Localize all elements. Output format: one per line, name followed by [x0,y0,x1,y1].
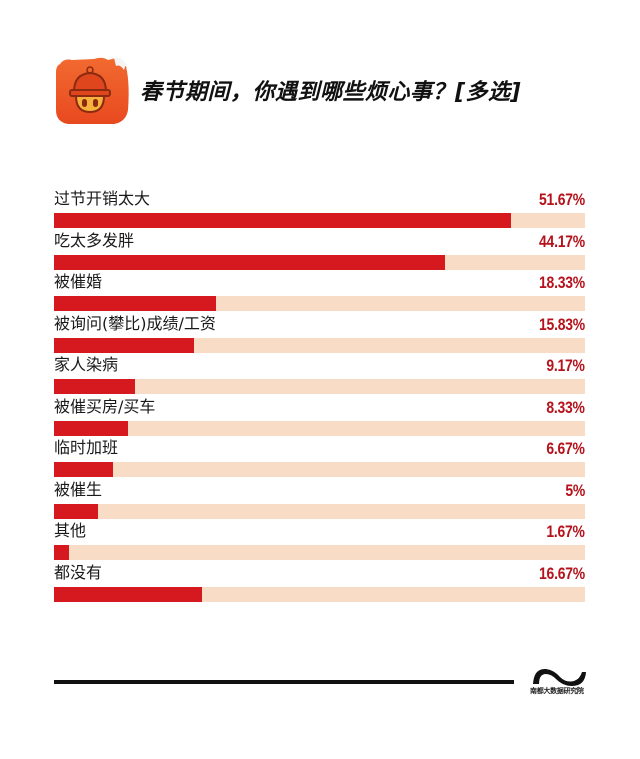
chart-header: 春节期间，你遇到哪些烦心事？[多选] [54,54,521,126]
bar-fill [54,462,114,477]
bar-track [54,545,585,560]
footer-divider [54,680,514,684]
bar-row: 其他 1.67% [54,520,585,562]
bar-category-label: 被催生 [54,479,103,499]
bar-fill [54,586,202,602]
bar-track [54,254,585,270]
bar-fill [54,379,136,394]
bar-value-label: 5% [565,480,585,500]
bar-row: 被询问(攀比)成绩/工资 15.83% [54,313,585,355]
bar-category-label: 其他 [54,521,87,540]
bar-track [54,586,585,602]
source-label: 南都大数据研究院 [530,687,584,695]
bar-fill [54,420,128,436]
helmet-mascot-app-icon [54,54,130,126]
bar-category-label: 临时加班 [54,438,119,457]
bar-value-label: 8.33% [546,397,586,417]
bar-value-label: 6.67% [546,439,586,458]
bar-category-label: 被催婚 [54,272,103,291]
bar-value-label: 51.67% [539,190,585,209]
bar-value-label: 44.17% [539,231,585,251]
bar-track [54,379,585,394]
bar-fill [54,545,69,560]
bar-fill [54,213,512,228]
bar-value-label: 1.67% [546,522,586,541]
bar-row: 被催买房/买车 8.33% [54,396,585,438]
bar-value-label: 9.17% [546,356,586,375]
bar-track [54,462,585,477]
bar-fill [54,337,195,353]
bar-track [54,337,585,353]
bar-row: 被催生 5% [54,479,585,521]
bar-value-label: 18.33% [539,273,585,292]
bar-row: 家人染病 9.17% [54,354,585,396]
bar-category-label: 被催买房/买车 [54,396,156,416]
bar-category-label: 被询问(攀比)成绩/工资 [54,313,216,333]
bar-row: 吃太多发胖 44.17% [54,230,585,272]
bar-fill [54,254,445,270]
bar-value-label: 15.83% [539,314,585,334]
bar-track [54,296,585,311]
bar-fill [54,296,217,311]
bar-row: 都没有 16.67% [54,562,585,604]
bar-row: 过节开销太大 51.67% [54,188,585,230]
chart-title: 春节期间，你遇到哪些烦心事？[多选] [140,80,522,105]
wave-logo-icon [530,664,588,694]
bar-track [54,420,585,436]
bar-value-label: 16.67% [539,563,585,583]
bar-track [54,503,585,519]
bar-row: 被催婚 18.33% [54,271,585,313]
bar-fill [54,503,99,519]
bar-category-label: 都没有 [54,562,103,582]
bar-category-label: 吃太多发胖 [54,230,135,250]
bar-row: 临时加班 6.67% [54,437,585,479]
bar-track [54,213,585,228]
bar-category-label: 过节开销太大 [54,189,151,208]
bar-category-label: 家人染病 [54,355,119,374]
horizontal-bar-chart: 过节开销太大 51.67% 吃太多发胖 44.17% 被催婚 18.33% 被询问(攀比)成… [54,188,585,603]
